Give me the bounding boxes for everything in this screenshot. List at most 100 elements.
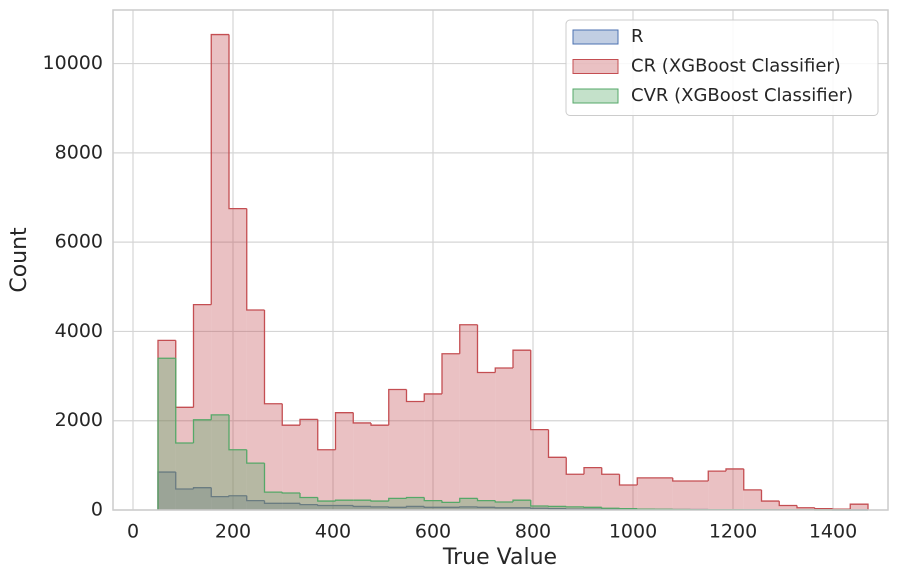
bar: [797, 507, 815, 510]
bar-outline: [388, 388, 407, 426]
bar: [211, 496, 229, 510]
bar-outline: [317, 497, 336, 502]
bar: [726, 468, 744, 510]
bar: [193, 419, 212, 510]
legend-swatch: [572, 88, 619, 104]
bar-outline: [334, 499, 354, 502]
bar-outline: [317, 419, 336, 451]
bar: [335, 505, 354, 510]
bar: [175, 443, 194, 510]
bar: [158, 340, 176, 510]
x-tick-label: 600: [415, 521, 451, 543]
bar: [477, 507, 496, 510]
bar: [513, 507, 531, 510]
bar-outline: [175, 472, 194, 490]
bar: [530, 505, 549, 510]
bar-outline: [192, 419, 212, 444]
bar: [246, 310, 265, 510]
bar: [708, 471, 726, 510]
series: [157, 357, 868, 511]
bar: [175, 489, 194, 510]
bar-outline: [601, 507, 620, 509]
bar-outline: [476, 324, 496, 374]
bar: [495, 501, 513, 510]
bar-outline: [476, 498, 496, 502]
bar: [282, 493, 300, 510]
x-axis-label: True Value: [442, 545, 557, 570]
bar: [548, 506, 567, 510]
bar-outline: [441, 353, 460, 394]
bar-outline: [192, 487, 212, 490]
bar: [246, 463, 265, 510]
bar-outline: [175, 358, 194, 444]
bar-outline: [246, 449, 265, 464]
legend-label: CR (XGBoost Classifier): [631, 56, 841, 77]
bar-outline: [743, 468, 762, 491]
bar: [300, 504, 318, 510]
bar-outline: [263, 463, 283, 493]
bar: [442, 502, 460, 510]
bar-outline: [192, 303, 212, 408]
bar-outline: [157, 357, 176, 510]
bar-outline: [405, 389, 425, 403]
bar: [300, 497, 318, 510]
bar: [584, 507, 602, 510]
legend-swatch: [572, 29, 619, 45]
y-tick-label: 0: [91, 499, 103, 521]
bar: [530, 508, 549, 510]
bar: [193, 304, 212, 510]
x-tick-label: 1000: [609, 521, 657, 543]
x-tick-label: 800: [515, 521, 551, 543]
bar: [459, 506, 478, 510]
bar-outline: [246, 208, 265, 311]
bar: [779, 505, 797, 510]
bar: [672, 480, 691, 510]
bar-outline: [299, 493, 318, 499]
bar: [477, 500, 496, 510]
bar-outline: [246, 495, 265, 502]
y-tick-label: 2000: [55, 409, 103, 431]
bar: [388, 507, 407, 510]
bar: [442, 353, 460, 510]
bar-outline: [423, 393, 442, 402]
bar: [406, 401, 425, 510]
bar-outline: [263, 310, 283, 405]
bar: [548, 457, 567, 510]
bar-outline: [796, 505, 815, 509]
bar: [477, 372, 496, 510]
legend-swatch: [572, 59, 619, 74]
bar: [601, 474, 620, 510]
bar: [246, 500, 265, 510]
bar: [264, 503, 283, 510]
legend-label: R: [631, 26, 644, 47]
bar-outline: [175, 340, 194, 408]
bar: [371, 506, 389, 510]
bar-outline: [760, 489, 780, 502]
bar: [442, 507, 460, 510]
bar-outline: [530, 350, 549, 431]
bar: [335, 412, 354, 510]
y-axis-label: Count: [7, 227, 32, 293]
bar: [353, 506, 371, 510]
bar: [584, 467, 602, 510]
bar-outline: [601, 467, 620, 475]
bar: [229, 208, 247, 511]
bar-outline: [370, 422, 389, 426]
bar: [743, 489, 762, 510]
bar: [193, 487, 212, 510]
bar-outline: [370, 500, 389, 502]
bar: [317, 501, 336, 510]
y-tick-label: 10000: [43, 52, 103, 74]
bar-outline: [583, 466, 602, 475]
bar: [655, 477, 673, 510]
bar-outline: [494, 367, 513, 373]
bar-outline: [352, 412, 371, 424]
bar-outline: [281, 492, 300, 494]
bar: [371, 501, 389, 510]
bar-outline: [210, 414, 229, 420]
bar-outline: [636, 477, 655, 485]
bar-outline: [512, 499, 531, 502]
legend-box: [565, 19, 879, 116]
